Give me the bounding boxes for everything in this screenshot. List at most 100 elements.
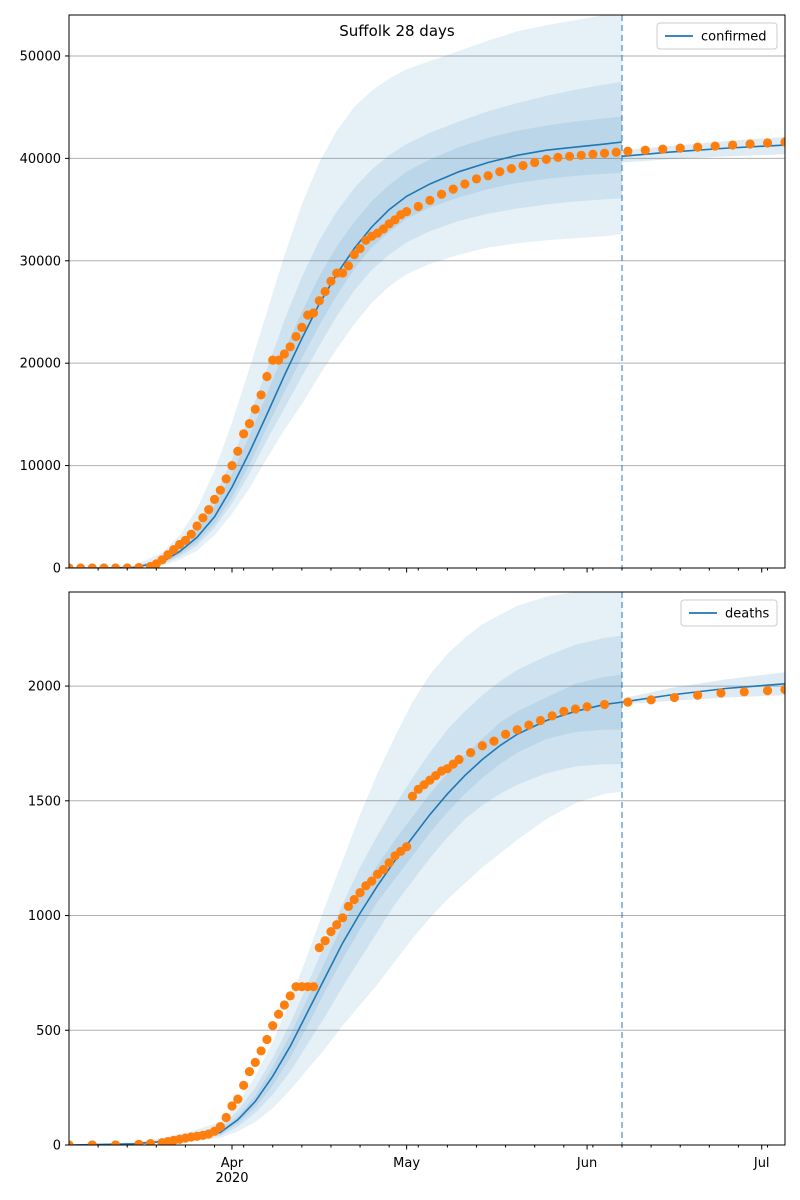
observed-point (76, 563, 86, 568)
observed-point (402, 207, 412, 217)
uncertainty-band-3 (69, 674, 623, 1145)
panel-confirmed: 0 10000 20000 30000 40000 50000 confirmed (20, 14, 786, 577)
y-tick-label: 50000 (20, 49, 61, 64)
observed-point (314, 296, 324, 306)
observed-point (541, 154, 551, 164)
observed-point (646, 695, 656, 705)
observed-point (582, 702, 592, 712)
observed-point (337, 913, 348, 923)
observed-point (221, 1112, 231, 1123)
forecast-band (622, 672, 785, 705)
observed-point (553, 152, 563, 162)
observed-point (268, 1021, 278, 1031)
observed-point (233, 446, 243, 456)
observed-point (599, 148, 610, 158)
axes-frame (68, 591, 786, 1146)
x-tick-label: Jun (576, 1156, 597, 1171)
observed-point (693, 142, 703, 152)
observed-point (454, 754, 464, 765)
observed-point (285, 342, 295, 352)
observed-point (483, 171, 493, 181)
legend: confirmed (656, 22, 778, 50)
observed-point (599, 699, 610, 710)
observed-point (762, 138, 773, 148)
observed-point (221, 474, 231, 484)
observed-point (425, 195, 435, 205)
observed-point (192, 521, 202, 531)
y-tick-label: 1500 (28, 794, 61, 809)
observed-point (500, 729, 511, 739)
observed-point (745, 139, 755, 149)
legend: deaths (680, 599, 778, 627)
legend-label: confirmed (701, 30, 767, 45)
observed-point (547, 711, 557, 721)
observed-point (535, 715, 546, 726)
observed-point (349, 250, 359, 260)
plot-area (69, 15, 785, 568)
observed-point (506, 164, 517, 174)
uncertainty-band-2 (69, 81, 623, 568)
observed-point (460, 179, 470, 189)
uncertainty-band-1 (69, 592, 623, 1145)
observed-point (355, 243, 365, 254)
observed-point (297, 322, 307, 332)
observed-point (588, 149, 598, 159)
observed-point (576, 150, 586, 160)
uncertainty-band-2 (69, 635, 623, 1145)
plot-area (69, 592, 785, 1145)
observed-point (489, 736, 499, 746)
observed-point (402, 842, 412, 852)
observed-point (326, 927, 336, 937)
observed-point (227, 460, 237, 471)
observed-point (780, 137, 785, 147)
y-tick-label: 40000 (20, 152, 61, 167)
observed-point (640, 145, 650, 155)
observed-point (69, 563, 74, 568)
observed-point (215, 1122, 225, 1132)
observed-point (256, 1046, 266, 1056)
observed-point (710, 141, 720, 151)
observed-point (320, 936, 330, 946)
observed-point (466, 748, 476, 758)
observed-point (285, 991, 295, 1001)
y-tick-label: 2000 (28, 680, 61, 695)
observed-point (530, 157, 540, 168)
observed-point (739, 687, 749, 697)
observed-point (559, 706, 569, 716)
observed-point (291, 331, 301, 342)
x-tick-label: Apr (221, 1156, 244, 1171)
legend-box (656, 22, 778, 50)
observed-point (780, 684, 785, 695)
observed-point (326, 276, 336, 286)
observed-point (343, 261, 354, 271)
legend-box (680, 599, 778, 627)
observed-point (134, 562, 144, 568)
observed-point (87, 1140, 97, 1145)
observed-point (145, 1139, 156, 1145)
observed-point (204, 505, 214, 515)
observed-point (343, 901, 354, 911)
observed-point (570, 704, 581, 714)
observed-point (250, 404, 260, 414)
observed-point (716, 688, 726, 698)
observed-point (262, 1034, 272, 1045)
observed-point (623, 146, 633, 156)
observed-point (279, 349, 289, 359)
observed-point (239, 1080, 249, 1090)
observed-point (728, 140, 738, 150)
uncertainty-band-3 (69, 116, 623, 568)
observed-point (250, 1057, 260, 1067)
observed-point (518, 160, 528, 171)
observed-point (198, 513, 208, 523)
observed-point (215, 485, 225, 495)
observed-point (675, 143, 685, 153)
observed-point (495, 167, 505, 177)
observed-point (611, 147, 621, 157)
observed-point (134, 1139, 144, 1145)
observed-point (110, 563, 121, 568)
observed-point (87, 563, 97, 568)
y-tick-label: 0 (53, 562, 61, 577)
axes-frame (68, 14, 786, 569)
